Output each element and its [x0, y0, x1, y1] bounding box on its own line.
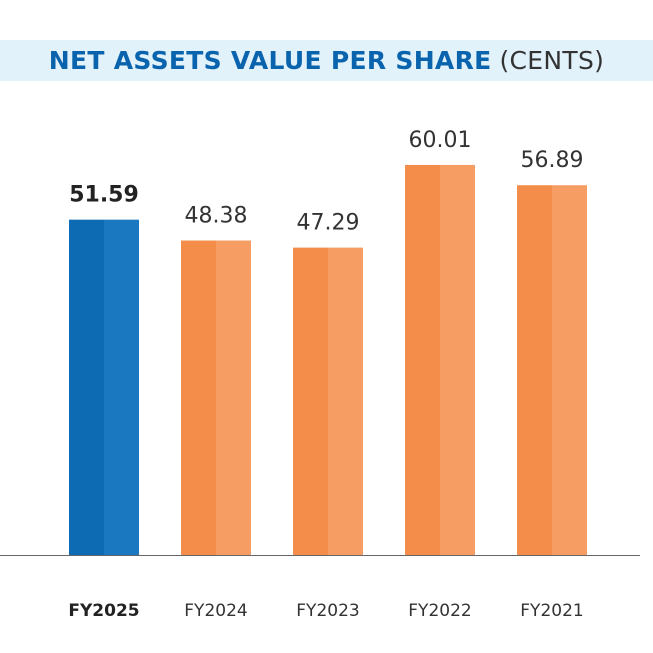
bar-highlight-half: [552, 185, 587, 555]
value-label: 56.89: [521, 148, 584, 173]
category-label: FY2025: [68, 601, 139, 621]
chart-title: NET ASSETS VALUE PER SHARE: [48, 46, 492, 75]
category-label: FY2022: [408, 601, 471, 621]
bar-highlight-half: [328, 247, 363, 556]
bar-highlight-half: [440, 164, 475, 555]
value-label: 60.01: [409, 128, 472, 153]
value-label: 47.29: [297, 211, 360, 236]
chart-title-band: NET ASSETS VALUE PER SHARE (CENTS): [0, 40, 653, 81]
bar-highlight-half: [104, 219, 139, 556]
bar: [181, 240, 216, 555]
bar: [517, 185, 552, 555]
bar: [69, 219, 104, 556]
value-label: 51.59: [69, 183, 139, 208]
chart-subtitle: (CENTS): [499, 46, 605, 75]
category-label: FY2024: [184, 601, 247, 621]
category-label: FY2023: [296, 601, 359, 621]
bar-highlight-half: [216, 240, 251, 555]
value-label: 48.38: [185, 204, 248, 229]
bar: [405, 164, 440, 555]
bar: [293, 247, 328, 556]
category-label: FY2021: [520, 601, 583, 621]
